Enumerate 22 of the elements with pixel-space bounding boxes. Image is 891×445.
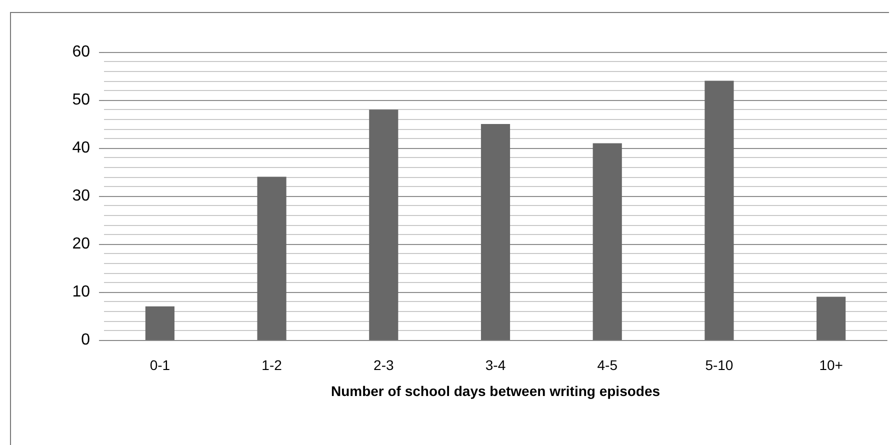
x-tick-label: 0-1 [150,357,170,373]
y-tick-label: 60 [72,44,90,60]
bar [480,124,510,340]
y-tick-label: 20 [72,236,90,252]
y-tick-label: 10 [72,284,90,300]
x-tick-label: 1-2 [262,357,282,373]
x-tick-label: 4-5 [597,357,618,373]
bar [592,143,622,340]
y-tick-label: 50 [72,92,90,108]
x-axis-title: Number of school days between writing episodes [330,383,660,399]
bar [369,110,398,340]
x-tick-label: 5-10 [705,357,734,373]
y-tick-label: 0 [81,332,90,348]
bar [816,296,846,340]
bar [257,176,286,340]
x-tick-label: 10+ [819,357,843,373]
x-tick-label: 2-3 [374,357,394,373]
x-tick-label: 3-4 [485,357,506,373]
y-tick-label: 30 [72,188,90,204]
bar [145,306,174,340]
bar [704,80,734,340]
y-tick-label: 40 [72,140,90,156]
